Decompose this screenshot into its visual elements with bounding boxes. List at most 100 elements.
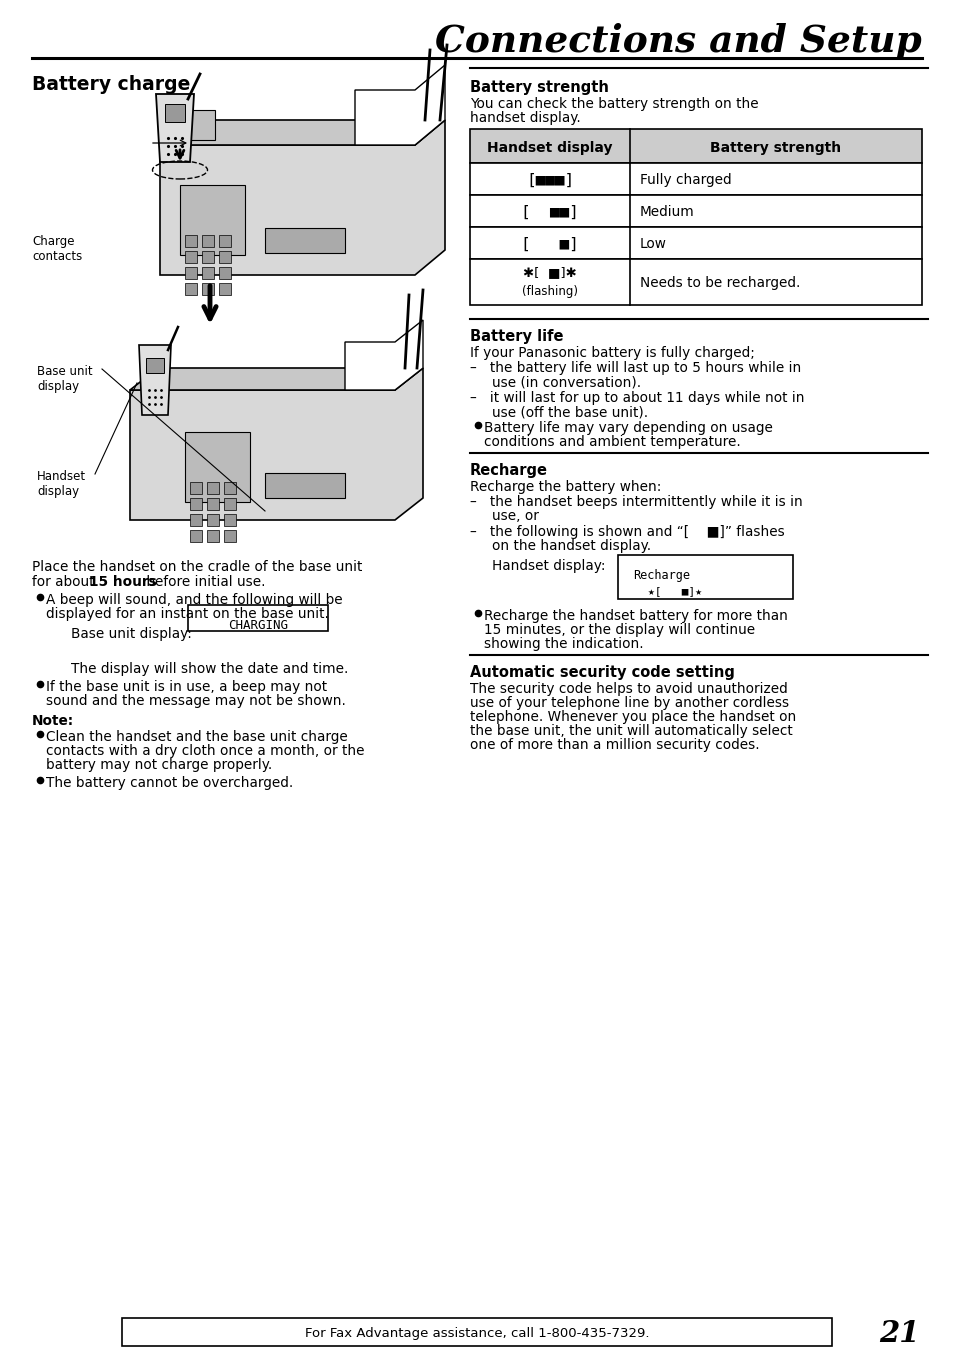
Text: 15 hours: 15 hours: [89, 576, 156, 589]
Text: telephone. Whenever you place the handset on: telephone. Whenever you place the handse…: [470, 710, 796, 724]
Bar: [219, 283, 231, 295]
Bar: [202, 283, 213, 295]
Polygon shape: [160, 120, 444, 275]
Bar: [202, 267, 213, 279]
Bar: [224, 514, 235, 526]
Text: –   the handset beeps intermittently while it is in: – the handset beeps intermittently while…: [470, 495, 801, 510]
Text: [   ■]: [ ■]: [520, 236, 578, 252]
Text: Clean the handset and the base unit charge: Clean the handset and the base unit char…: [46, 731, 348, 744]
Text: use of your telephone line by another cordless: use of your telephone line by another co…: [470, 696, 788, 710]
Text: Base unit display:: Base unit display:: [71, 627, 192, 642]
Text: Handset
display: Handset display: [37, 470, 86, 497]
Bar: [185, 431, 250, 501]
Polygon shape: [130, 368, 422, 520]
Bar: [207, 497, 219, 510]
Bar: [190, 497, 202, 510]
Bar: [190, 530, 202, 542]
Bar: [224, 497, 235, 510]
Text: If your Panasonic battery is fully charged;: If your Panasonic battery is fully charg…: [470, 346, 754, 360]
Text: showing the indication.: showing the indication.: [483, 638, 643, 651]
Bar: [219, 267, 231, 279]
Bar: [470, 129, 921, 163]
Text: If the base unit is in use, a beep may not: If the base unit is in use, a beep may n…: [46, 679, 327, 694]
Text: Recharge the battery when:: Recharge the battery when:: [470, 480, 660, 493]
Polygon shape: [130, 368, 422, 390]
Text: Battery charge: Battery charge: [32, 75, 191, 94]
Bar: [207, 514, 219, 526]
Text: [  ■■]: [ ■■]: [520, 205, 578, 220]
Text: contacts with a dry cloth once a month, or the: contacts with a dry cloth once a month, …: [46, 744, 364, 758]
Polygon shape: [345, 319, 422, 390]
Text: –   it will last for up to about 11 days while not in: – it will last for up to about 11 days w…: [470, 391, 803, 404]
Bar: [618, 555, 792, 599]
Polygon shape: [139, 345, 171, 415]
Text: Handset display: Handset display: [487, 142, 612, 155]
Bar: [180, 185, 245, 255]
Bar: [185, 251, 196, 263]
Text: (flashing): (flashing): [521, 284, 578, 298]
Text: Automatic security code setting: Automatic security code setting: [470, 665, 734, 679]
Bar: [122, 1318, 831, 1347]
Text: [■■■]: [■■■]: [525, 173, 574, 187]
Text: The security code helps to avoid unauthorized: The security code helps to avoid unautho…: [470, 682, 787, 696]
Polygon shape: [156, 94, 193, 162]
Polygon shape: [160, 120, 444, 146]
Text: one of more than a million security codes.: one of more than a million security code…: [470, 737, 759, 752]
Bar: [265, 228, 345, 253]
Text: battery may not charge properly.: battery may not charge properly.: [46, 758, 272, 772]
Text: Needs to be recharged.: Needs to be recharged.: [639, 276, 800, 290]
Text: Handset display:: Handset display:: [492, 559, 605, 573]
Bar: [185, 283, 196, 295]
Bar: [470, 195, 921, 226]
Bar: [188, 605, 328, 631]
Text: 15 minutes, or the display will continue: 15 minutes, or the display will continue: [483, 623, 755, 638]
Text: Low: Low: [639, 237, 666, 251]
Text: 21: 21: [879, 1320, 919, 1348]
Bar: [185, 235, 196, 247]
Text: Connections and Setup: Connections and Setup: [435, 23, 921, 61]
Text: Battery life may vary depending on usage: Battery life may vary depending on usage: [483, 421, 772, 435]
Bar: [219, 235, 231, 247]
Text: Charge
contacts: Charge contacts: [32, 235, 82, 263]
Bar: [207, 530, 219, 542]
Bar: [146, 359, 164, 373]
Text: for about: for about: [32, 576, 99, 589]
Text: –   the battery life will last up to 5 hours while in: – the battery life will last up to 5 hou…: [470, 361, 801, 375]
Text: Battery strength: Battery strength: [470, 80, 608, 94]
Bar: [185, 267, 196, 279]
Bar: [202, 235, 213, 247]
Bar: [470, 163, 921, 195]
Text: Recharge: Recharge: [633, 569, 689, 582]
Bar: [265, 473, 345, 497]
Text: use, or: use, or: [492, 510, 538, 523]
Text: For Fax Advantage assistance, call 1-800-435-7329.: For Fax Advantage assistance, call 1-800…: [304, 1328, 649, 1340]
Text: displayed for an instant on the base unit.: displayed for an instant on the base uni…: [46, 607, 329, 621]
Text: Battery life: Battery life: [470, 329, 563, 344]
Bar: [470, 259, 921, 305]
Text: Note:: Note:: [32, 714, 74, 728]
Text: Fully charged: Fully charged: [639, 173, 731, 187]
Text: handset display.: handset display.: [470, 111, 580, 125]
Text: Medium: Medium: [639, 205, 694, 218]
Text: use (in conversation).: use (in conversation).: [492, 375, 640, 390]
Text: on the handset display.: on the handset display.: [492, 539, 651, 553]
Text: the base unit, the unit will automatically select: the base unit, the unit will automatical…: [470, 724, 792, 737]
Text: ★[   ■]★: ★[ ■]★: [647, 586, 701, 596]
Text: conditions and ambient temperature.: conditions and ambient temperature.: [483, 435, 740, 449]
Bar: [219, 251, 231, 263]
Text: Recharge: Recharge: [470, 462, 547, 479]
Text: CHARGING: CHARGING: [228, 619, 288, 632]
Bar: [190, 483, 202, 493]
Bar: [224, 483, 235, 493]
Bar: [165, 104, 185, 123]
Bar: [224, 530, 235, 542]
Text: –   the following is shown and “[    ■]” flashes: – the following is shown and “[ ■]” flas…: [470, 524, 784, 539]
Bar: [207, 483, 219, 493]
Bar: [190, 514, 202, 526]
Text: The display will show the date and time.: The display will show the date and time.: [71, 662, 348, 675]
Text: before initial use.: before initial use.: [142, 576, 265, 589]
Text: Place the handset on the cradle of the base unit: Place the handset on the cradle of the b…: [32, 559, 362, 574]
Text: Battery strength: Battery strength: [710, 142, 841, 155]
Text: You can check the battery strength on the: You can check the battery strength on th…: [470, 97, 758, 111]
Polygon shape: [355, 65, 444, 146]
